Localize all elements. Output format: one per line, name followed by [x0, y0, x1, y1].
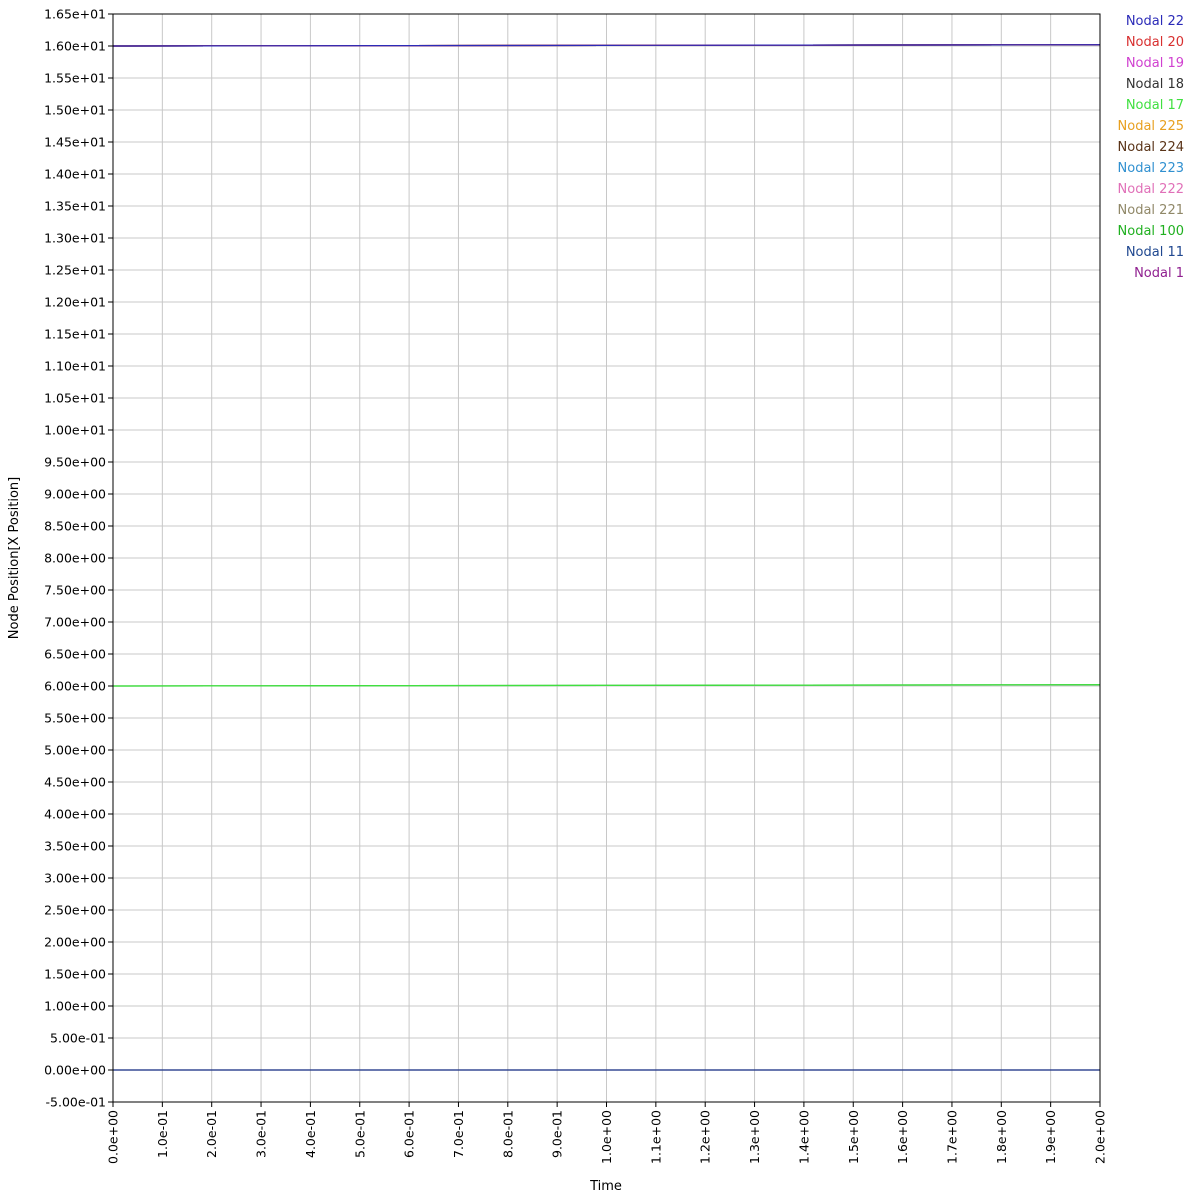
y-tick-label: 1.00e+00: [44, 999, 106, 1014]
legend-entry: Nodal 221: [1118, 203, 1184, 218]
y-tick-label: 1.50e+01: [44, 103, 106, 118]
y-tick-label: 1.10e+01: [44, 359, 106, 374]
x-tick-label: 2.0e+00: [1093, 1110, 1108, 1164]
y-tick-label: 1.30e+01: [44, 231, 106, 246]
x-tick-label: 4.0e-01: [303, 1110, 318, 1158]
y-tick-label: 5.00e+00: [44, 743, 106, 758]
y-tick-label: 1.20e+01: [44, 295, 106, 310]
y-tick-label: 1.25e+01: [44, 263, 106, 278]
x-tick-label: 1.0e+00: [599, 1110, 614, 1164]
y-tick-label: 4.00e+00: [44, 807, 106, 822]
x-tick-label: 6.0e-01: [402, 1110, 417, 1158]
y-axis-label: Node Position[X Position]: [7, 477, 22, 639]
x-tick-label: 1.6e+00: [895, 1110, 910, 1164]
y-tick-label: 9.00e+00: [44, 487, 106, 502]
legend-entry: Nodal 22: [1126, 14, 1184, 29]
x-tick-label: 5.0e-01: [352, 1110, 367, 1158]
y-tick-label: 2.00e+00: [44, 935, 106, 950]
y-tick-label: 1.50e+00: [44, 967, 106, 982]
legend: Nodal 22 Nodal 20 Nodal 19 Nodal 18 Nodal 17…: [1118, 14, 1184, 281]
y-tick-label: 3.50e+00: [44, 839, 106, 854]
y-tick-label: 6.50e+00: [44, 647, 106, 662]
x-tick-label: 0.0e+00: [106, 1110, 121, 1164]
y-tick-label: 1.35e+01: [44, 199, 106, 214]
y-tick-label: 3.00e+00: [44, 871, 106, 886]
y-tick-label: 6.00e+00: [44, 679, 106, 694]
y-axis-ticks: -5.00e-01 0.00e+00 5.00e-01 1.00e+00 1.50e+0…: [44, 7, 113, 1110]
y-tick-label: 5.00e-01: [50, 1031, 106, 1046]
y-tick-label: 1.05e+01: [44, 391, 106, 406]
x-axis-label: Time: [589, 1179, 622, 1194]
y-tick-label: 4.50e+00: [44, 775, 106, 790]
y-tick-label: 1.15e+01: [44, 327, 106, 342]
x-tick-label: 2.0e-01: [204, 1110, 219, 1158]
y-tick-label: 5.50e+00: [44, 711, 106, 726]
x-tick-label: 1.9e+00: [1043, 1110, 1058, 1164]
grid: [113, 14, 1100, 1102]
y-tick-label: 9.50e+00: [44, 455, 106, 470]
series-line: [112, 44, 1101, 47]
x-tick-label: 1.1e+00: [648, 1110, 663, 1164]
x-tick-label: 9.0e-01: [550, 1110, 565, 1158]
x-tick-label: 3.0e-01: [254, 1110, 269, 1158]
legend-entry: Nodal 20: [1126, 35, 1184, 50]
y-tick-label: 7.00e+00: [44, 615, 106, 630]
series-line: [112, 684, 1101, 687]
y-tick-label: 0.00e+00: [44, 1063, 106, 1078]
x-tick-label: 7.0e-01: [451, 1110, 466, 1158]
y-tick-label: 7.50e+00: [44, 583, 106, 598]
x-tick-label: 1.0e-01: [155, 1110, 170, 1158]
legend-entry: Nodal 224: [1118, 140, 1184, 155]
x-tick-label: 1.3e+00: [747, 1110, 762, 1164]
y-tick-label: 1.45e+01: [44, 135, 106, 150]
legend-entry: Nodal 18: [1126, 77, 1184, 92]
y-tick-label: 1.55e+01: [44, 71, 106, 86]
legend-entry: Nodal 222: [1118, 182, 1184, 197]
y-tick-label: 1.65e+01: [44, 7, 106, 22]
x-tick-label: 8.0e-01: [500, 1110, 515, 1158]
x-tick-label: 1.4e+00: [796, 1110, 811, 1164]
y-tick-label: 8.00e+00: [44, 551, 106, 566]
legend-entry: Nodal 223: [1118, 161, 1184, 176]
legend-entry: Nodal 1: [1134, 266, 1184, 281]
y-tick-label: 2.50e+00: [44, 903, 106, 918]
y-tick-label: 1.40e+01: [44, 167, 106, 182]
legend-entry: Nodal 11: [1126, 245, 1184, 260]
x-axis-ticks: 0.0e+00 1.0e-01 2.0e-01 3.0e-01 4.0e-01 5.0e-…: [106, 1102, 1108, 1164]
legend-entry: Nodal 100: [1118, 224, 1184, 239]
x-tick-label: 1.7e+00: [944, 1110, 959, 1164]
legend-entry: Nodal 225: [1118, 119, 1184, 134]
x-tick-label: 1.8e+00: [994, 1110, 1009, 1164]
legend-entry: Nodal 19: [1126, 56, 1184, 71]
y-tick-label: 8.50e+00: [44, 519, 106, 534]
y-tick-label: 1.00e+01: [44, 423, 106, 438]
legend-entry: Nodal 17: [1126, 98, 1184, 113]
series-lines: [112, 44, 1101, 1071]
y-tick-label: -5.00e-01: [46, 1095, 106, 1110]
x-tick-label: 1.2e+00: [698, 1110, 713, 1164]
x-tick-label: 1.5e+00: [846, 1110, 861, 1164]
y-tick-label: 1.60e+01: [44, 39, 106, 54]
